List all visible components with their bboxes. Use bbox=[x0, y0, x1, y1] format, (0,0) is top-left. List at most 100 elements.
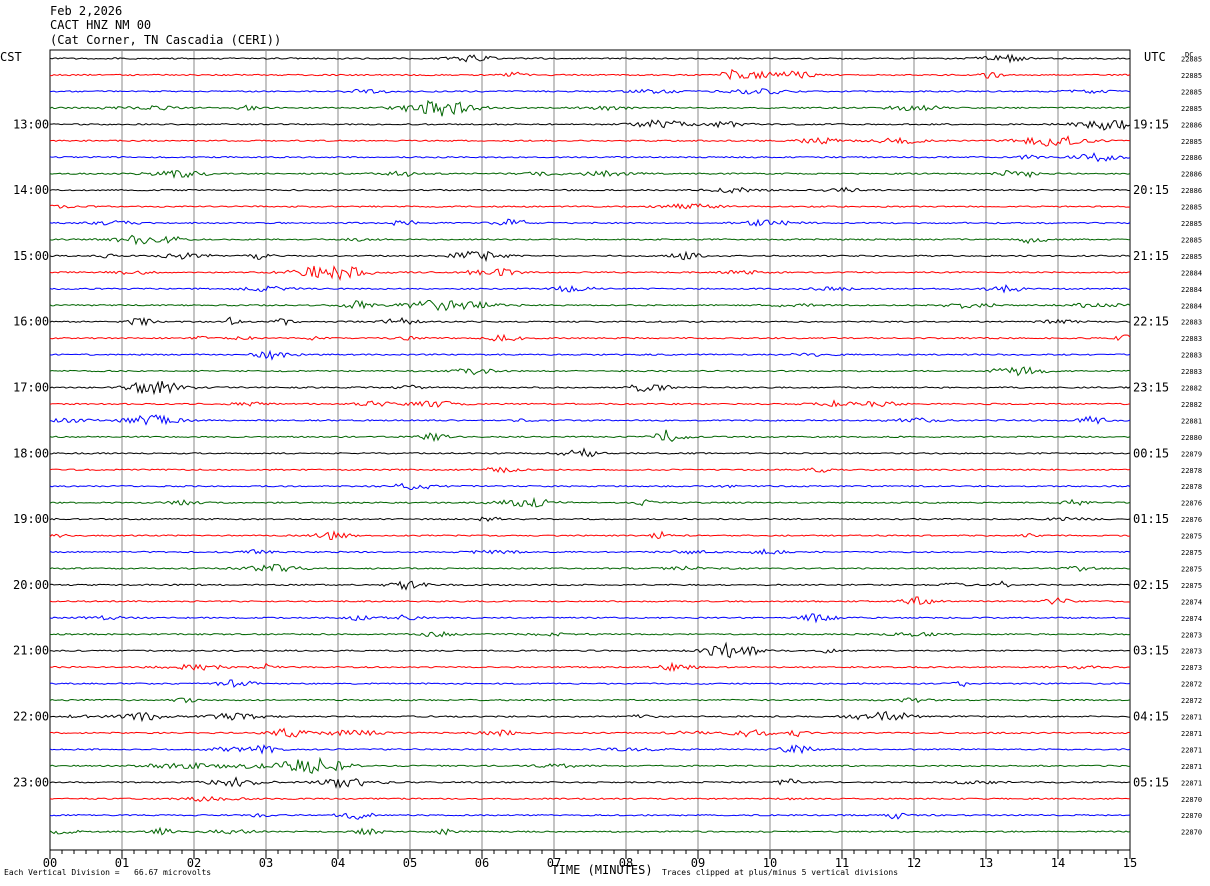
dc-value-18: 22883 bbox=[1181, 352, 1202, 360]
left-hour-label-6: 19:00 bbox=[13, 512, 49, 526]
dc-value-13: 22884 bbox=[1181, 269, 1202, 277]
station-label: CACT HNZ NM 00 bbox=[50, 18, 152, 32]
trace-34 bbox=[49, 613, 1131, 624]
trace-24 bbox=[50, 447, 1131, 458]
dc-value-22: 22881 bbox=[1181, 417, 1202, 425]
dc-value-28: 22876 bbox=[1181, 516, 1202, 524]
dc-value-5: 22885 bbox=[1181, 138, 1202, 146]
x-axis-label: TIME (MINUTES) bbox=[551, 863, 652, 877]
x-tick-label-05: 05 bbox=[403, 856, 417, 870]
trace-10 bbox=[49, 218, 1131, 227]
dc-value-14: 22884 bbox=[1181, 286, 1202, 294]
right-hour-label-2: 21:15 bbox=[1133, 249, 1169, 263]
dc-value-45: 22870 bbox=[1181, 796, 1202, 804]
trace-23 bbox=[49, 429, 1131, 443]
dc-value-46: 22870 bbox=[1181, 812, 1202, 820]
trace-22 bbox=[49, 414, 1131, 426]
right-timezone-label: UTC bbox=[1144, 50, 1166, 64]
x-tick-label-04: 04 bbox=[331, 856, 345, 870]
plot-frame bbox=[49, 49, 1131, 851]
trace-40 bbox=[49, 710, 1131, 723]
dc-value-26: 22878 bbox=[1181, 483, 1202, 491]
dc-value-4: 22886 bbox=[1181, 121, 1202, 129]
dc-value-40: 22871 bbox=[1181, 714, 1202, 722]
dc-value-47: 22870 bbox=[1181, 829, 1202, 837]
left-hour-label-3: 16:00 bbox=[13, 315, 49, 329]
traces bbox=[49, 53, 1131, 836]
dc-value-10: 22885 bbox=[1181, 220, 1202, 228]
trace-19 bbox=[49, 366, 1131, 377]
right-hour-label-7: 02:15 bbox=[1133, 578, 1169, 592]
x-tick-label-03: 03 bbox=[259, 856, 273, 870]
x-tick-label-09: 09 bbox=[691, 856, 705, 870]
left-hour-label-9: 22:00 bbox=[13, 710, 49, 724]
trace-17 bbox=[49, 333, 1131, 342]
dc-value-2: 22885 bbox=[1181, 88, 1202, 96]
left-hour-label-4: 17:00 bbox=[13, 381, 49, 395]
trace-37 bbox=[49, 661, 1131, 672]
dc-value-11: 22885 bbox=[1181, 236, 1202, 244]
trace-3 bbox=[49, 99, 1130, 117]
trace-8 bbox=[49, 186, 1130, 194]
right-hour-label-4: 23:15 bbox=[1133, 381, 1169, 395]
left-hour-label-10: 23:00 bbox=[13, 775, 49, 789]
dc-value-36: 22873 bbox=[1181, 648, 1202, 656]
dc-value-23: 22880 bbox=[1181, 434, 1202, 442]
left-hour-label-5: 18:00 bbox=[13, 446, 49, 460]
trace-14 bbox=[49, 284, 1130, 294]
trace-39 bbox=[49, 697, 1131, 704]
right-hour-label-9: 04:15 bbox=[1133, 710, 1169, 724]
dc-value-29: 22875 bbox=[1181, 533, 1202, 541]
trace-31 bbox=[49, 563, 1131, 573]
location-label: (Cat Corner, TN Cascadia (CERI)) bbox=[50, 33, 282, 47]
dc-value-19: 22883 bbox=[1181, 368, 1202, 376]
dc-value-25: 22878 bbox=[1181, 467, 1202, 475]
right-hour-label-3: 22:15 bbox=[1133, 315, 1169, 329]
x-tick-label-15: 15 bbox=[1123, 856, 1137, 870]
clip-note: Traces clipped at plus/minus 5 vertical … bbox=[662, 868, 899, 877]
dc-value-12: 22885 bbox=[1181, 253, 1202, 261]
trace-36 bbox=[50, 641, 1131, 659]
right-hour-label-8: 03:15 bbox=[1133, 644, 1169, 658]
x-tick-label-11: 11 bbox=[835, 856, 849, 870]
x-tick-label-06: 06 bbox=[475, 856, 489, 870]
left-hour-label-7: 20:00 bbox=[13, 578, 49, 592]
dc-value-43: 22871 bbox=[1181, 763, 1202, 771]
trace-30 bbox=[49, 548, 1131, 556]
right-hour-label-6: 01:15 bbox=[1133, 512, 1169, 526]
dc-value-31: 22875 bbox=[1181, 565, 1202, 573]
dc-value-0: 22885 bbox=[1181, 56, 1202, 64]
dc-value-21: 22882 bbox=[1181, 401, 1202, 409]
dc-value-6: 22886 bbox=[1181, 154, 1202, 162]
right-hour-label-10: 05:15 bbox=[1133, 775, 1169, 789]
grid bbox=[49, 49, 1131, 859]
x-tick-label-12: 12 bbox=[907, 856, 921, 870]
trace-16 bbox=[49, 316, 1131, 327]
x-tick-label-10: 10 bbox=[763, 856, 777, 870]
trace-44 bbox=[49, 776, 1131, 789]
trace-26 bbox=[49, 482, 1131, 491]
x-tick-label-13: 13 bbox=[979, 856, 993, 870]
left-hour-label-1: 14:00 bbox=[13, 183, 49, 197]
dc-value-20: 22882 bbox=[1181, 385, 1202, 393]
trace-13 bbox=[49, 265, 1131, 281]
trace-5 bbox=[49, 135, 1131, 147]
dc-value-27: 22876 bbox=[1181, 500, 1202, 508]
x-tick-label-02: 02 bbox=[187, 856, 201, 870]
trace-33 bbox=[49, 596, 1131, 605]
dc-value-33: 22874 bbox=[1181, 598, 1202, 606]
trace-42 bbox=[49, 744, 1131, 755]
trace-43 bbox=[49, 756, 1131, 774]
dc-value-8: 22886 bbox=[1181, 187, 1202, 195]
dc-value-37: 22873 bbox=[1181, 664, 1202, 672]
dc-value-17: 22883 bbox=[1181, 335, 1202, 343]
dc-value-41: 22871 bbox=[1181, 730, 1202, 738]
trace-35 bbox=[49, 630, 1131, 638]
labels: 00 01 02 03 04 05 06 07 08 09 10 11 12 13 14 15 22885 228… bbox=[13, 56, 1202, 871]
trace-11 bbox=[49, 234, 1131, 246]
trace-41 bbox=[49, 727, 1131, 738]
trace-45 bbox=[49, 795, 1131, 803]
trace-32 bbox=[49, 580, 1131, 591]
trace-2 bbox=[49, 88, 1131, 95]
